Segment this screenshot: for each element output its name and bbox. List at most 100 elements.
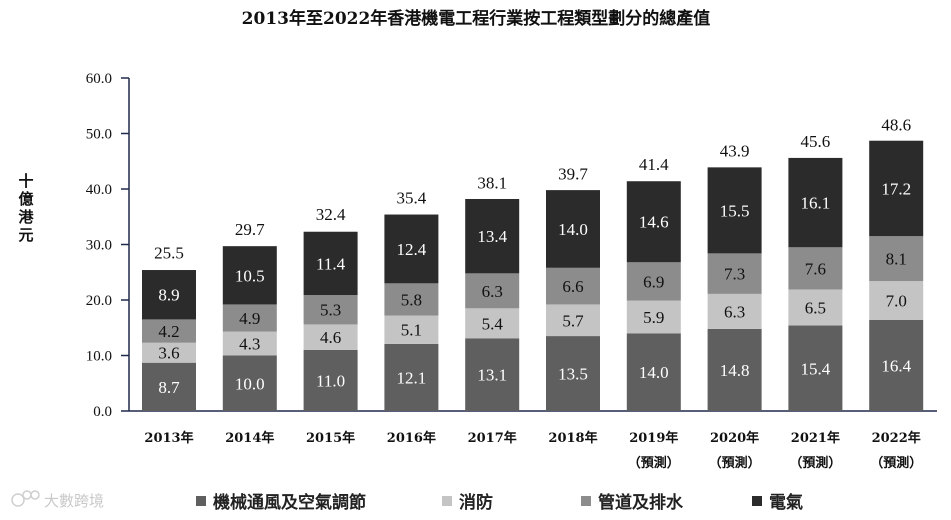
bar-total-label: 29.7 — [235, 220, 265, 239]
bar-segment — [869, 319, 924, 411]
bar-total-label: 32.4 — [316, 205, 346, 224]
bar-value-label: 10.0 — [235, 374, 265, 393]
bar-segment — [222, 355, 277, 411]
bar-segment — [384, 315, 439, 344]
x-axis-labels: 2013年 2014年 2015年 2016年 2017年 2018年 2019年 （預測） 2… — [144, 430, 922, 471]
bar-segment — [465, 338, 520, 411]
bar-value-label: 16.1 — [801, 194, 831, 213]
bar-value-label: 4.2 — [158, 322, 179, 341]
bar-total-label: 25.5 — [154, 243, 184, 262]
x-tick-label: 2019年 — [629, 430, 678, 446]
bar-value-label: 14.6 — [639, 213, 669, 232]
x-tick-label: 2014年 — [225, 430, 274, 446]
bar-value-label: 6.9 — [643, 272, 664, 291]
bar-value-label: 5.9 — [643, 308, 664, 327]
bar-value-label: 12.4 — [397, 240, 427, 259]
x-tick-label: 2016年 — [387, 430, 436, 446]
legend-label: 管道及排水 — [598, 492, 684, 513]
bar-value-label: 16.4 — [881, 356, 911, 375]
x-tick-label: 2015年 — [306, 430, 355, 446]
legend: 機械通風及空氣調節 消防 管道及排水 電氣 — [196, 492, 803, 513]
bar-value-label: 11.0 — [316, 371, 345, 390]
bar-value-label: 3.6 — [158, 344, 179, 363]
bar-segment — [384, 343, 439, 411]
legend-swatch — [581, 496, 591, 506]
bar-value-label: 6.3 — [724, 302, 745, 321]
bar-total-label: 39.7 — [558, 165, 588, 184]
bar-segment — [142, 342, 196, 363]
bar-value-label: 4.3 — [239, 335, 260, 354]
bar-segment — [222, 304, 277, 332]
bar-value-label: 7.0 — [886, 292, 907, 311]
bar-total-label: 43.9 — [720, 141, 750, 160]
y-tick-label: 0.0 — [93, 404, 112, 420]
y-tick-label: 40.0 — [86, 182, 112, 198]
x-tick-label: 2017年 — [468, 430, 517, 446]
bar-segment — [626, 333, 681, 411]
bar-value-label: 7.3 — [724, 265, 745, 284]
watermark-logo-icon — [11, 490, 40, 507]
legend-swatch — [196, 496, 206, 506]
bar-segment — [384, 214, 439, 284]
y-axis-label: 十億港元 — [18, 172, 34, 244]
y-tick-label: 30.0 — [86, 238, 112, 254]
bar-value-label: 5.7 — [562, 311, 584, 330]
bar-segment — [788, 325, 843, 411]
bar-segment — [707, 293, 762, 329]
y-tick-label: 60.0 — [86, 71, 112, 87]
bar-segment — [303, 324, 358, 350]
bar-segment — [707, 167, 762, 254]
bar-segment — [465, 308, 520, 339]
bar-segment — [869, 236, 924, 282]
x-tick-label: 2013年 — [144, 430, 193, 446]
bar-segment — [465, 273, 520, 309]
bar-value-label: 13.5 — [558, 365, 588, 384]
bar-segment — [222, 246, 277, 305]
y-axis-ticks: 0.0 10.0 20.0 30.0 40.0 50.0 60.0 — [86, 71, 129, 420]
bar-segment — [222, 331, 277, 356]
y-axis-label-text: 十億港元 — [18, 172, 34, 244]
bar-segment — [303, 349, 358, 411]
bar-value-label: 11.4 — [316, 254, 346, 273]
bar-segment — [142, 270, 196, 320]
x-tick-note: （預測） — [628, 455, 680, 471]
bar-value-label: 14.0 — [558, 220, 588, 239]
bar-value-label: 14.0 — [639, 363, 669, 382]
bar-segment — [546, 336, 600, 411]
bar-value-label: 6.6 — [562, 277, 583, 296]
bar-segment — [707, 328, 762, 411]
bar-value-label: 6.5 — [805, 298, 826, 317]
bar-segment — [303, 295, 358, 325]
bar-value-label: 4.6 — [320, 328, 341, 347]
bar-value-label: 5.4 — [482, 314, 504, 333]
x-tick-label: 2020年 — [710, 430, 759, 446]
bar-segment — [465, 198, 520, 274]
x-tick-note: （預測） — [709, 455, 761, 471]
x-tick-label: 2022年 — [872, 430, 921, 446]
bar-segment — [384, 283, 439, 316]
bar-segment — [303, 231, 358, 296]
x-tick-label: 2018年 — [548, 430, 597, 446]
bar-value-label: 10.5 — [235, 266, 265, 285]
x-tick-note: （預測） — [870, 455, 922, 471]
bar-segment — [142, 362, 196, 411]
bar-segment — [626, 262, 681, 301]
bar-value-label: 6.3 — [482, 282, 503, 301]
bar-value-label: 5.1 — [401, 321, 422, 340]
bar-total-label: 45.6 — [801, 132, 831, 151]
y-tick-label: 10.0 — [86, 349, 112, 365]
bar-segment — [626, 300, 681, 334]
bar-value-label: 8.7 — [158, 378, 180, 397]
bar-segment — [869, 140, 924, 237]
bar-value-label: 17.2 — [881, 179, 911, 198]
bar-total-label: 48.6 — [881, 115, 911, 134]
bar-segment — [546, 267, 600, 305]
bars: 8.7 3.6 4.2 8.9 25.5 10.0 4.3 4.9 10.5 29.7 11.0 4.… — [142, 115, 924, 411]
bar-segment — [788, 289, 843, 326]
bar-value-label: 15.5 — [720, 201, 750, 220]
bar-segment — [707, 253, 762, 294]
legend-swatch — [442, 496, 452, 506]
legend-swatch — [752, 496, 762, 506]
bar-value-label: 5.8 — [401, 290, 422, 309]
